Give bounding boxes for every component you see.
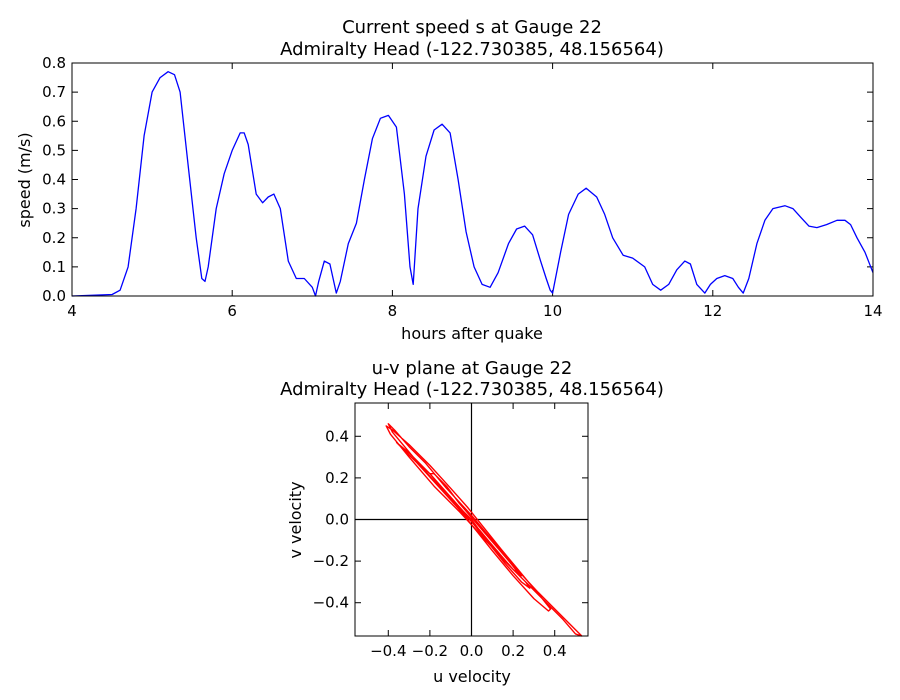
speed-y-tick-label: 0.5 (42, 141, 66, 159)
uv-chart-subtitle: Admiralty Head (-122.730385, 48.156564) (280, 379, 664, 400)
speed-x-tick-label: 8 (388, 302, 398, 320)
speed-y-tick-label: 0.0 (42, 287, 66, 305)
uv-series-trajectory (385, 423, 583, 637)
speed-y-tick-label: 0.3 (42, 200, 66, 218)
speed-x-tick-label: 10 (543, 302, 562, 320)
uv-x-tick-label: 0.0 (460, 642, 484, 660)
uv-x-tick-label: −0.4 (370, 642, 406, 660)
speed-y-tick-label: 0.7 (42, 83, 66, 101)
speed-chart-title: Current speed s at Gauge 22 (342, 17, 602, 38)
uv-x-tick-label: −0.2 (412, 642, 448, 660)
speed-plot-frame (71, 62, 874, 297)
speed-y-tick-label: 0.8 (42, 54, 66, 72)
speed-y-tick-label: 0.1 (42, 258, 66, 276)
speed-chart-subtitle: Admiralty Head (-122.730385, 48.156564) (280, 39, 664, 60)
speed-y-tick-label: 0.4 (42, 171, 66, 189)
speed-y-tick-label: 0.6 (42, 112, 66, 130)
speed-chart: Current speed s at Gauge 22 Admiralty He… (15, 17, 883, 343)
speed-x-tick-label: 4 (67, 302, 77, 320)
speed-x-axis-label: hours after quake (401, 324, 543, 343)
uv-chart: u-v plane at Gauge 22 Admiralty Head (-1… (280, 358, 664, 686)
speed-series-line (71, 71, 874, 297)
uv-y-axis-label: v velocity (286, 481, 305, 558)
uv-y-tick-label: 0.2 (325, 469, 349, 487)
speed-y-axis-label: speed (m/s) (15, 132, 34, 227)
speed-y-tick-label: 0.2 (42, 229, 66, 247)
uv-x-tick-label: 0.4 (543, 642, 567, 660)
uv-x-axis-label: u velocity (433, 667, 511, 686)
speed-x-tick-label: 14 (863, 302, 882, 320)
uv-y-tick-label: 0.4 (325, 427, 349, 445)
uv-plot-frame (354, 402, 589, 637)
speed-x-tick-label: 6 (227, 302, 237, 320)
uv-y-tick-label: −0.2 (313, 552, 349, 570)
uv-y-tick-label: 0.0 (325, 511, 349, 529)
uv-y-tick-label: −0.4 (313, 594, 349, 612)
uv-x-tick-label: 0.2 (501, 642, 525, 660)
speed-x-tick-label: 12 (703, 302, 722, 320)
uv-chart-title: u-v plane at Gauge 22 (372, 358, 573, 379)
